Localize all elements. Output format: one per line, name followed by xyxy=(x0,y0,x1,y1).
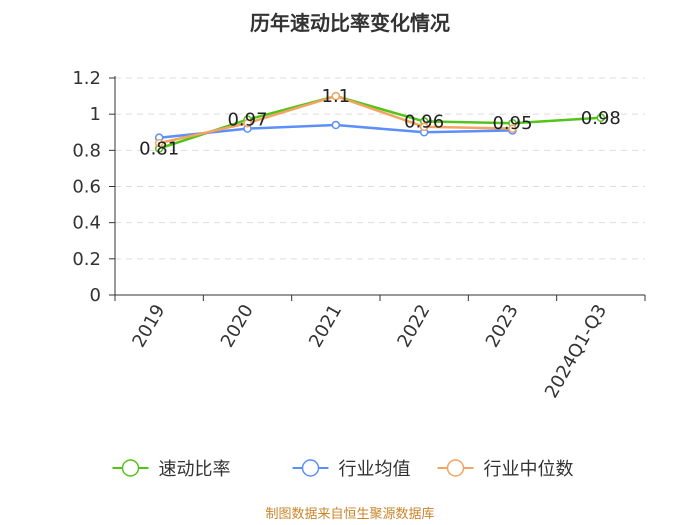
legend-item-1: 行业均值 xyxy=(292,459,411,480)
legend-label: 行业中位数 xyxy=(484,459,574,480)
series-point-2 xyxy=(419,122,429,132)
legend-label: 行业均值 xyxy=(339,459,411,480)
y-tick-label: 0 xyxy=(90,285,101,306)
series-line-0 xyxy=(158,94,601,150)
legend: 速动比率 行业均值 行业中位数 xyxy=(112,459,574,480)
x-tick-label: 2019 xyxy=(128,301,169,351)
y-tick-label: 1 xyxy=(90,104,101,125)
series-point-2 xyxy=(243,118,252,128)
x-tick-label: 2020 xyxy=(217,301,258,351)
series-point-2 xyxy=(154,138,164,148)
x-tick-label: 2023 xyxy=(482,301,523,351)
legend-marker xyxy=(121,459,140,477)
series-point-2 xyxy=(331,91,341,101)
y-tick-label: 0.6 xyxy=(72,177,101,198)
x-tick-label: 2024Q1-Q3 xyxy=(541,301,611,402)
data-label: 0.81 xyxy=(139,139,179,160)
data-label: 0.97 xyxy=(227,110,267,131)
y-tick-label: 1.2 xyxy=(72,68,101,89)
data-label: 0.98 xyxy=(581,108,621,129)
grid-layer xyxy=(115,77,645,260)
legend-marker xyxy=(301,459,320,477)
x-tick-label: 2021 xyxy=(305,301,346,351)
y-tick-label: 0.2 xyxy=(72,249,101,270)
x-tick-label: 2022 xyxy=(393,301,434,351)
legend-marker xyxy=(446,459,465,477)
series-layer xyxy=(154,91,606,153)
data-label-layer: 0.81 0.97 1.1 0.96 0.95 0.98 xyxy=(139,86,621,159)
series-point-1 xyxy=(331,120,341,130)
series-point-0 xyxy=(596,113,606,123)
data-label: 0.96 xyxy=(404,111,444,132)
legend-item-2: 行业中位数 xyxy=(437,459,574,480)
data-label: 0.95 xyxy=(492,113,532,134)
data-label: 1.1 xyxy=(322,86,351,107)
source-note: 制图数据来自恒生聚源数据库 xyxy=(265,506,434,522)
legend-label: 速动比率 xyxy=(159,459,231,480)
legend-item-0: 速动比率 xyxy=(112,459,231,480)
series-point-2 xyxy=(508,124,517,133)
y-tick-label: 0.4 xyxy=(72,213,101,234)
y-tick-label: 0.8 xyxy=(72,140,101,161)
chart-title: 历年速动比率变化情况 xyxy=(250,11,450,35)
